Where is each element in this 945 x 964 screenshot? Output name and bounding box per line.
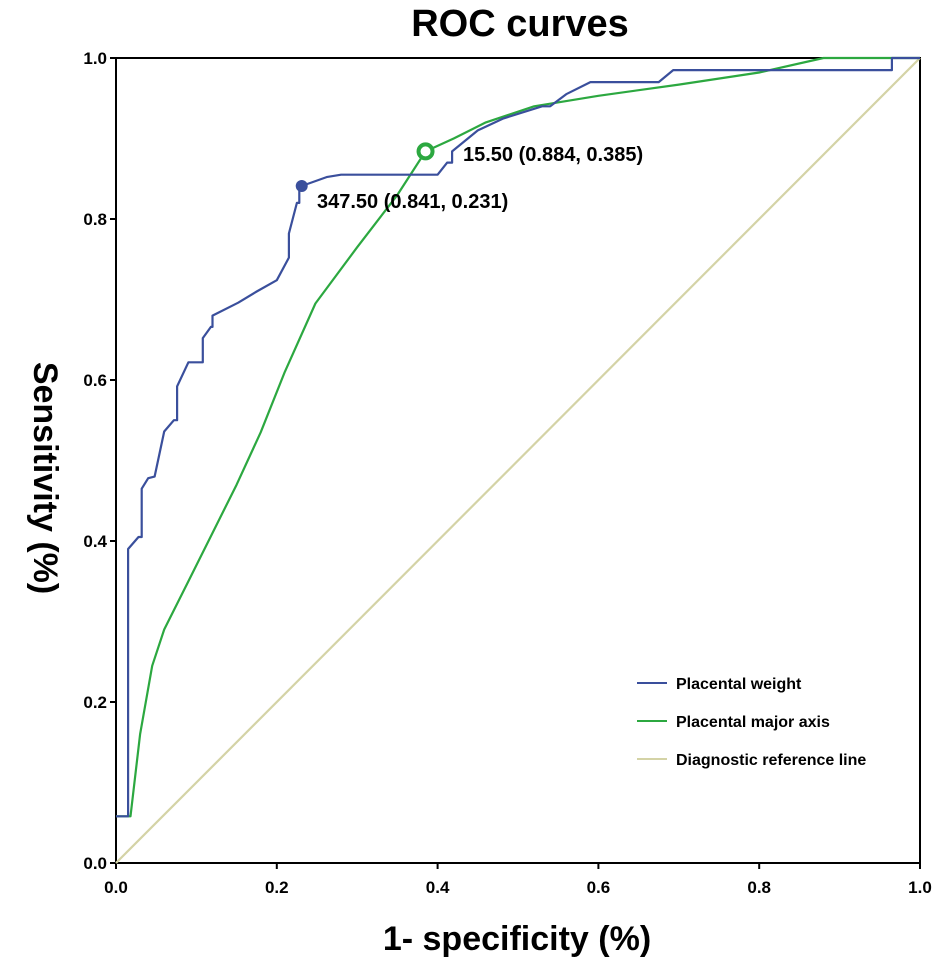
x-axis: 0.0 0.2 0.4 0.6 0.8 1.0 [104, 863, 932, 897]
y-tick-label: 1.0 [83, 49, 107, 68]
cutoff-point-placental-weight [295, 179, 308, 192]
annotation-placental-weight-cutoff: 347.50 (0.841, 0.231) [317, 191, 508, 213]
y-tick-label: 0.0 [83, 854, 107, 873]
annotation-placental-major-axis-cutoff: 15.50 (0.884, 0.385) [463, 144, 643, 166]
chart-title: ROC curves [411, 3, 629, 45]
legend-label-diagnostic-reference-line: Diagnostic reference line [676, 752, 866, 769]
plot-area-frame [115, 57, 921, 864]
x-tick-label: 1.0 [908, 878, 932, 897]
series-layer [115, 56, 921, 864]
x-tick-label: 0.0 [104, 878, 128, 897]
series-line-placental-weight [116, 56, 920, 818]
x-tick-label: 0.8 [747, 878, 771, 897]
series-line-diagnostic-reference [115, 57, 921, 864]
cutoff-point-placental-major-axis [416, 142, 435, 161]
x-tick-label: 0.2 [265, 878, 289, 897]
legend: Placental weight Placental major axis Di… [637, 676, 866, 769]
legend-label-placental-major-axis: Placental major axis [676, 714, 830, 731]
marker-layer [295, 142, 435, 192]
y-axis: 0.0 0.2 0.4 0.6 0.8 1.0 [83, 49, 116, 873]
y-axis-label: Sensitivity (%) [26, 362, 64, 594]
series-line-placental-major-axis [116, 56, 920, 818]
y-tick-label: 0.8 [83, 210, 107, 229]
x-tick-label: 0.4 [426, 878, 450, 897]
legend-label-placental-weight: Placental weight [676, 676, 802, 693]
x-tick-label: 0.6 [587, 878, 611, 897]
x-axis-label: 1- specificity (%) [383, 920, 651, 958]
y-tick-label: 0.2 [83, 693, 107, 712]
y-tick-label: 0.6 [83, 371, 107, 390]
y-tick-label: 0.4 [83, 532, 107, 551]
